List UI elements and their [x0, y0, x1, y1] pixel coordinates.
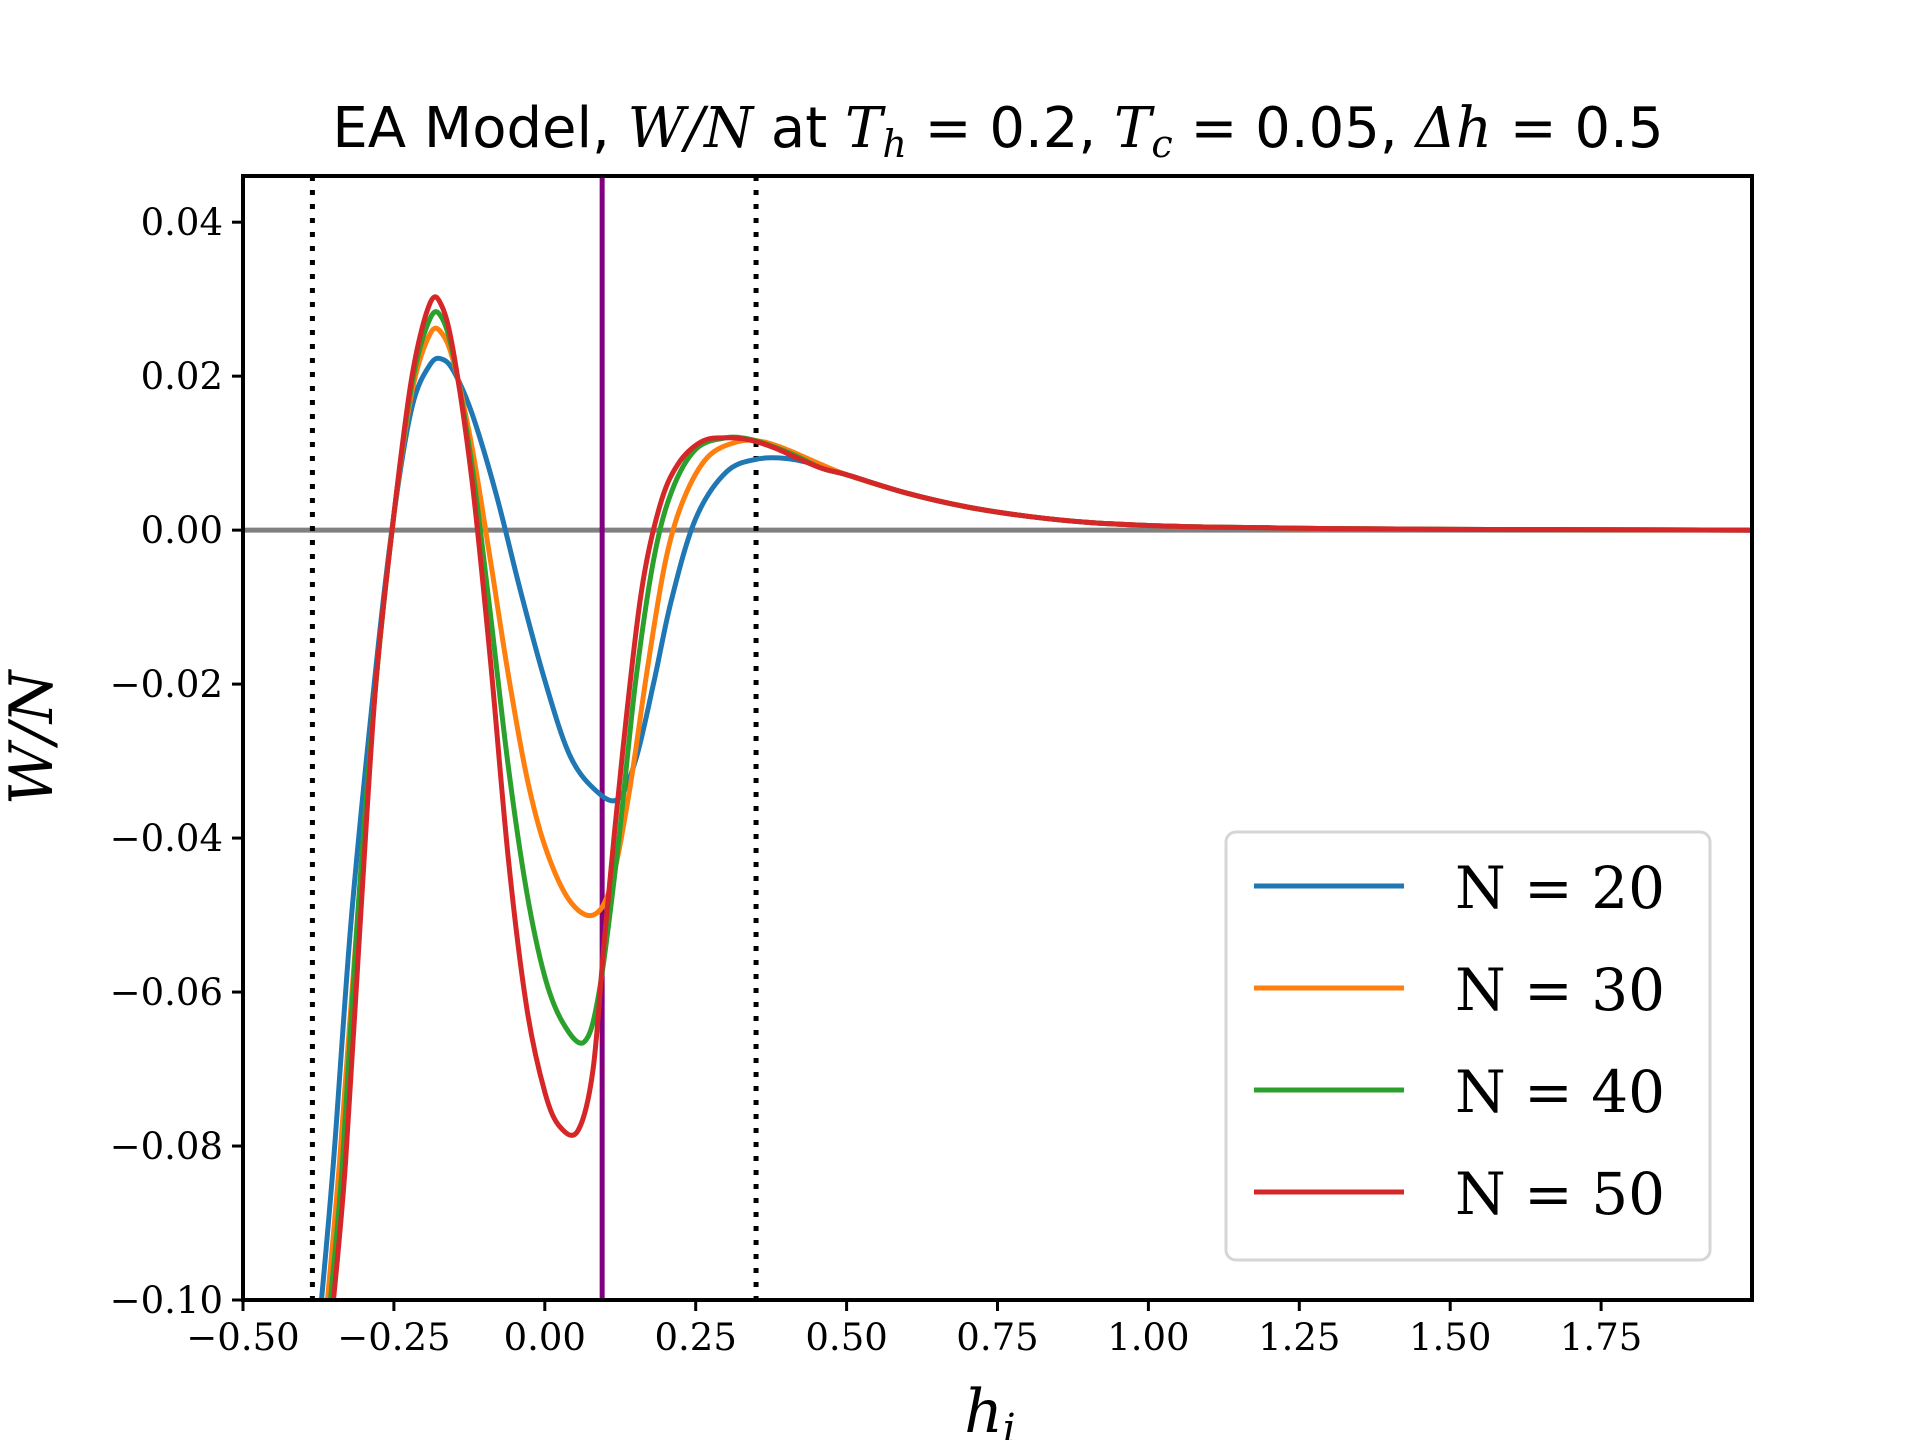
title-part: c	[1151, 122, 1172, 166]
title-part: EA Model,	[332, 96, 627, 161]
y-tick-label: −0.02	[110, 663, 223, 706]
legend-frame	[1224, 830, 1712, 1262]
title-part: h	[882, 122, 906, 166]
y-tick-label: −0.08	[110, 1125, 223, 1168]
y-tick-label: 0.02	[141, 355, 223, 398]
x-tick-label: −0.25	[337, 1316, 450, 1359]
title-part: = 0.5	[1492, 96, 1664, 161]
legend-label-n20: N = 20	[1455, 854, 1665, 922]
axes: −0.50 −0.25 0.00 0.25 0.50 0.75 1.00 1.25 1.50 1.…	[110, 174, 1754, 1359]
x-tick-label: 0.75	[956, 1316, 1038, 1359]
series-line-n50	[331, 294, 1752, 1300]
x-tick-label: −0.50	[186, 1316, 299, 1359]
x-tick-label: 1.50	[1409, 1316, 1491, 1359]
title-part: T	[1114, 96, 1155, 161]
x-axis-label-sub: i	[1003, 1406, 1016, 1440]
legend-label-n30: N = 30	[1455, 956, 1665, 1024]
x-tick-label: 1.75	[1560, 1316, 1642, 1359]
y-tick-label: −0.06	[110, 971, 223, 1014]
title-part: W/N	[628, 96, 755, 161]
legend-label-n40: N = 40	[1455, 1058, 1665, 1126]
title-part: Δh	[1413, 96, 1492, 161]
plot-area	[243, 176, 1752, 1300]
title-part: = 0.2,	[907, 96, 1114, 161]
x-tick-label: 0.50	[805, 1316, 887, 1359]
legend: N = 20 N = 30 N = 40 N = 50	[1224, 830, 1712, 1262]
title-part: T	[845, 96, 886, 161]
y-tick-label: 0.04	[141, 201, 223, 244]
y-tick-label: −0.04	[110, 817, 223, 860]
x-axis-label: hi	[964, 1377, 1015, 1440]
chart-title: EA Model, W/N at Th = 0.2, Tc = 0.05, Δh…	[332, 96, 1663, 166]
x-axis-label-main: h	[964, 1377, 1003, 1440]
x-tick-label: 1.25	[1258, 1316, 1340, 1359]
legend-label-n50: N = 50	[1455, 1160, 1665, 1228]
x-tick-label: 1.00	[1107, 1316, 1189, 1359]
title-part: at	[753, 96, 845, 161]
y-axis-label: W/N	[0, 668, 67, 805]
x-tick-label: 0.00	[504, 1316, 586, 1359]
x-tick-label: 0.25	[655, 1316, 737, 1359]
y-tick-label: 0.00	[141, 509, 223, 552]
y-tick-label: −0.10	[110, 1279, 223, 1322]
title-part: = 0.05,	[1173, 96, 1416, 161]
